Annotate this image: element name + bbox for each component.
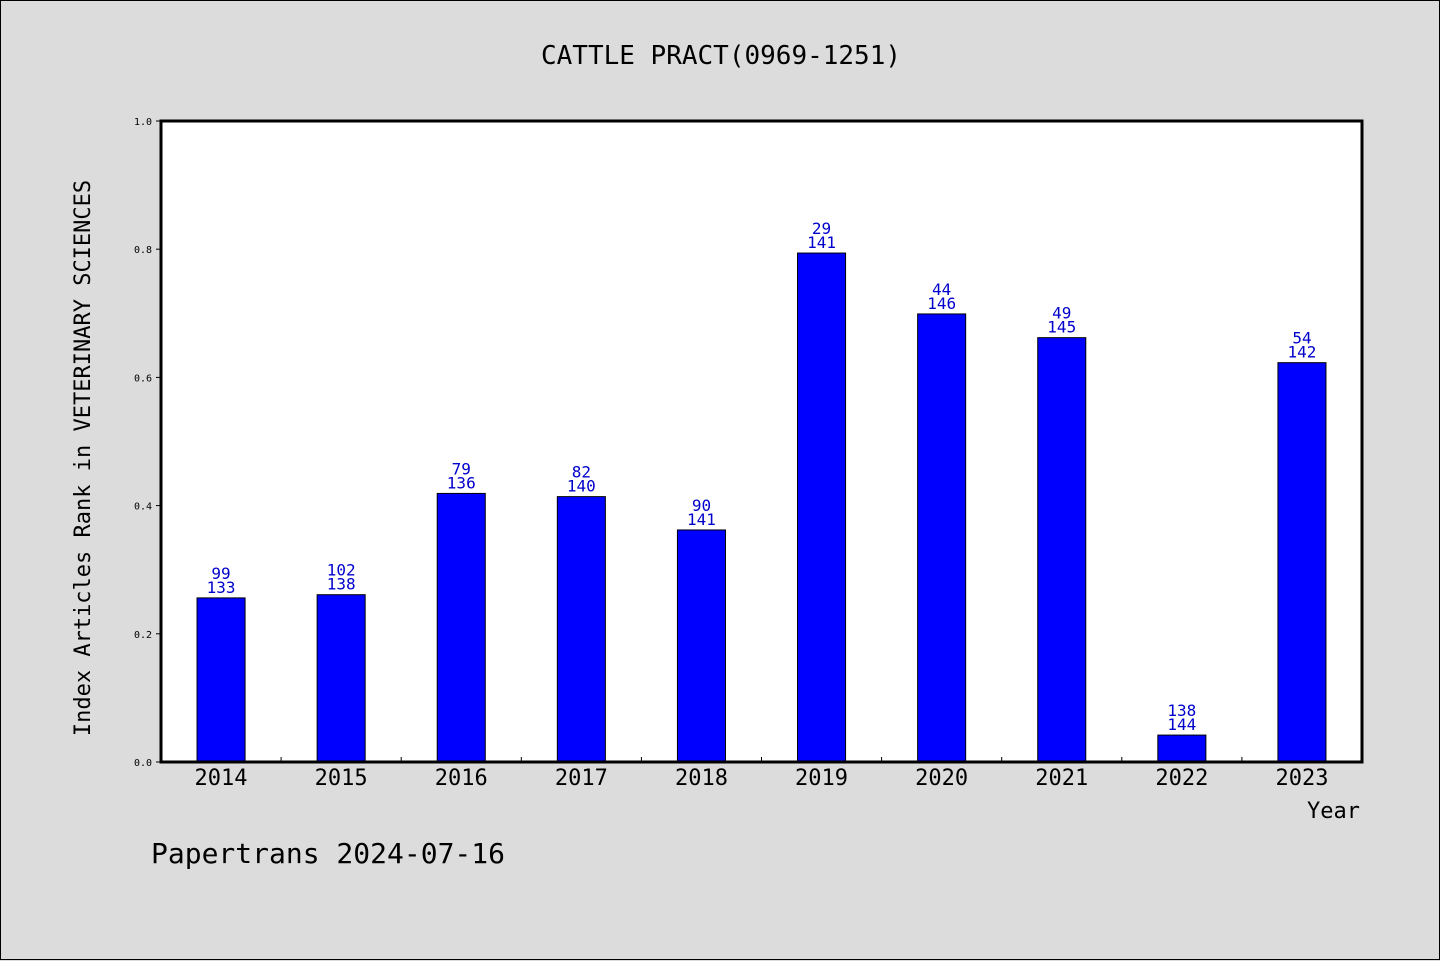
bar-total-label: 136 [447,473,476,492]
bar-total-label: 141 [807,233,836,252]
y-axis-label: Index Articles Rank in VETERINARY SCIENC… [71,180,96,736]
chart-title: CATTLE PRACT(0969-1251) [541,41,901,71]
y-tick-label: 0.4 [134,502,152,513]
y-tick-label: 0.2 [134,630,152,641]
bar-2021 [1037,337,1087,763]
bar-2023 [1277,362,1327,763]
bar-rank-label: 99 [211,564,230,583]
y-tick-label: 0.0 [134,758,152,769]
bar-total-label: 144 [1167,715,1196,734]
bar-labels-group: 9913310213879136821409014129141441464914… [207,219,1317,734]
bar-total-label: 140 [567,477,596,496]
x-tick-label: 2019 [795,766,848,791]
bar-rank-label: 138 [1167,701,1196,720]
y-axis: 0.0 0.2 0.4 0.6 0.8 1.0 [134,117,161,769]
y-tick-label: 1.0 [134,117,152,128]
bar-rank-label: 102 [327,561,356,580]
bar-2018 [676,529,726,763]
bar-2016 [436,492,486,763]
x-tick-label: 2016 [435,766,488,791]
bar-rank-label: 54 [1292,329,1311,348]
bar-2017 [556,496,606,763]
bar-total-label: 145 [1047,318,1076,337]
bar-total-label: 133 [207,578,236,597]
bars-group [196,252,1327,763]
bar-rank-label: 29 [812,219,831,238]
bar-2022 [1157,734,1207,763]
bar-2015 [316,594,366,763]
bar-2019 [797,252,847,763]
plot-border [159,119,1364,764]
footer-text: Papertrans 2024-07-16 [151,837,505,870]
bar-rank-label: 82 [572,463,591,482]
x-tick-label: 2014 [195,766,248,791]
bar-rank-label: 79 [452,459,471,478]
bar-rank-label: 44 [932,280,951,299]
bar-rank-label: 49 [1052,304,1071,323]
x-tick-label: 2021 [1035,766,1088,791]
x-axis: 2014 2015 2016 2017 2018 2019 2020 2021 2022 2023 [195,757,1328,791]
bar-2014 [196,597,246,763]
x-tick-label: 2023 [1275,766,1328,791]
x-tick-label: 2018 [675,766,728,791]
bar-total-label: 142 [1287,343,1316,362]
bar-rank-label: 90 [692,496,711,515]
x-tick-label: 2015 [315,766,368,791]
bar-total-label: 138 [327,575,356,594]
x-tick-label: 2017 [555,766,608,791]
x-tick-label: 2022 [1155,766,1208,791]
x-axis-label: Year [1307,799,1360,824]
bar-total-label: 146 [927,294,956,313]
y-tick-label: 0.8 [134,245,152,256]
y-tick-label: 0.6 [134,373,152,384]
bar-total-label: 141 [687,510,716,529]
bar-2020 [917,313,967,763]
x-tick-label: 2020 [915,766,968,791]
